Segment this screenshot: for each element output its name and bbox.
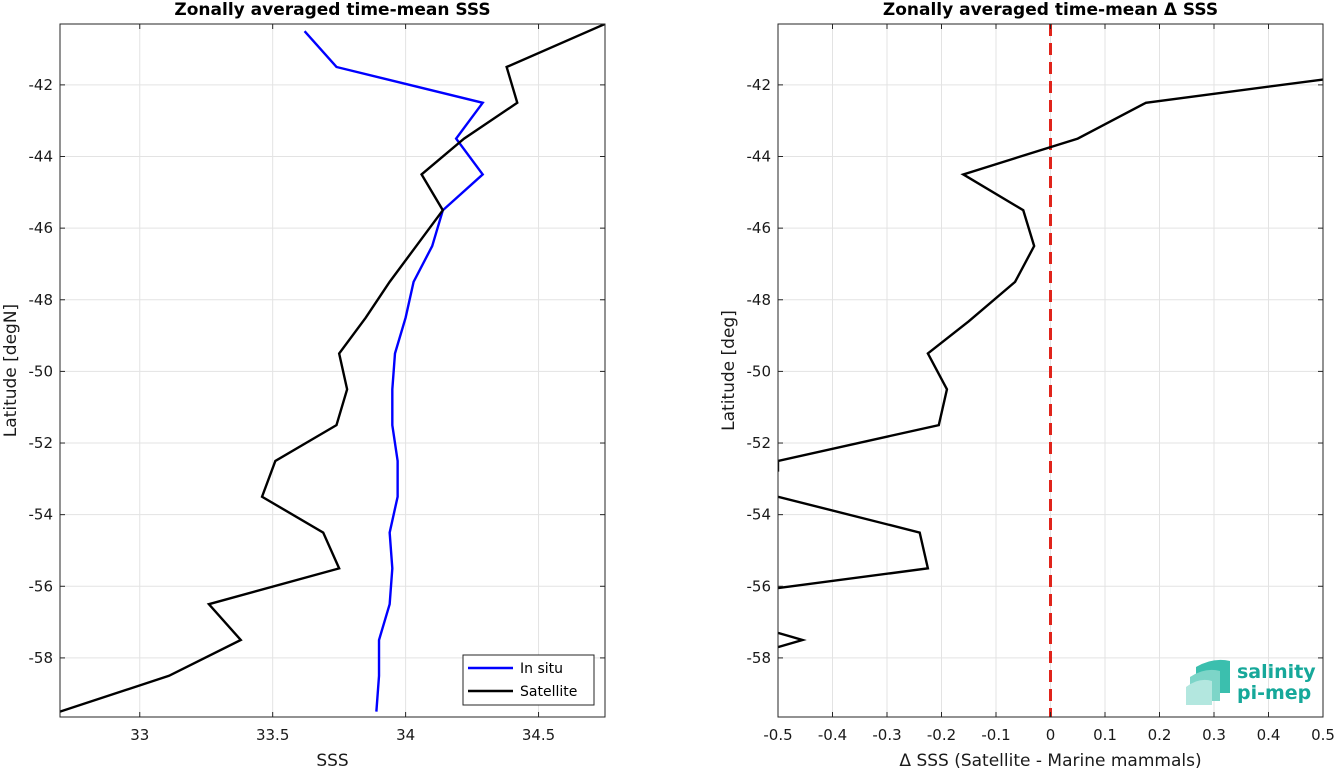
x-tick-label: 33 [130, 726, 149, 744]
x-tick-label: 0.5 [1311, 726, 1335, 744]
y-tick-label: -56 [747, 577, 772, 595]
legend-label-in-situ: In situ [520, 661, 563, 677]
series-line-delta-1 [778, 78, 1323, 472]
sss-chart-title: Zonally averaged time-mean SSS [174, 0, 490, 20]
x-tick-label: 0.2 [1148, 726, 1172, 744]
x-tick-label: 33.5 [256, 726, 289, 744]
y-tick-label: -50 [29, 362, 54, 380]
y-tick-label: -48 [29, 291, 54, 309]
logo-text-pimep: pi-mep [1237, 682, 1311, 704]
x-axis-label: Δ SSS (Satellite - Marine mammals) [899, 751, 1201, 769]
x-tick-label: -0.3 [872, 726, 901, 744]
legend-label-satellite: Satellite [520, 684, 577, 700]
y-axis-label: Latitude [degN] [1, 304, 21, 437]
y-tick-label: -44 [29, 148, 54, 166]
x-tick-label: 34 [396, 726, 415, 744]
y-tick-label: -46 [747, 219, 772, 237]
y-tick-label: -58 [747, 649, 772, 667]
series-line-satellite [60, 24, 605, 713]
x-tick-label: 0 [1046, 726, 1056, 744]
y-tick-label: -52 [747, 434, 772, 452]
x-tick-label: -0.2 [927, 726, 956, 744]
legend: In situ Satellite [462, 654, 595, 706]
x-tick-label: 0.1 [1093, 726, 1117, 744]
series-line-delta-3 [778, 631, 807, 649]
delta-sss-chart-title: Zonally averaged time-mean Δ SSS [883, 0, 1218, 20]
x-tick-label: -0.4 [818, 726, 847, 744]
delta-sss-panel: -0.5 -0.4 -0.3 -0.2 -0.1 0 0.1 0.2 0.3 0.4 0.5 -58 -… [719, 0, 1335, 769]
y-tick-label: -42 [747, 76, 772, 94]
x-tick-label: -0.1 [981, 726, 1010, 744]
y-tick-label: -48 [747, 291, 772, 309]
y-axis-label: Latitude [deg] [719, 310, 739, 431]
y-tick-label: -42 [29, 76, 54, 94]
y-tick-label: -56 [29, 577, 54, 595]
y-tick-label: -54 [747, 506, 772, 524]
sss-panel: 33 33.5 34 34.5 -58 -56 -54 -52 -50 -48 -46 -44 -42 Z… [1, 0, 606, 769]
x-tick-label: 0.3 [1202, 726, 1226, 744]
y-tick-label: -50 [747, 362, 772, 380]
logo-text-salinity: salinity [1237, 661, 1316, 683]
logo-wave-shape [1186, 679, 1212, 705]
axes-box [59, 23, 606, 718]
x-tick-label: 0.4 [1257, 726, 1281, 744]
series-line-delta-2 [778, 495, 930, 590]
y-tick-label: -54 [29, 506, 54, 524]
y-tick-label: -52 [29, 434, 54, 452]
y-tick-label: -44 [747, 148, 772, 166]
y-tick-label: -46 [29, 219, 54, 237]
x-axis-label: SSS [316, 751, 348, 769]
x-tick-label: 34.5 [522, 726, 555, 744]
x-tick-label: -0.5 [763, 726, 792, 744]
series-line-in-situ [303, 30, 485, 712]
y-tick-label: -58 [29, 649, 54, 667]
